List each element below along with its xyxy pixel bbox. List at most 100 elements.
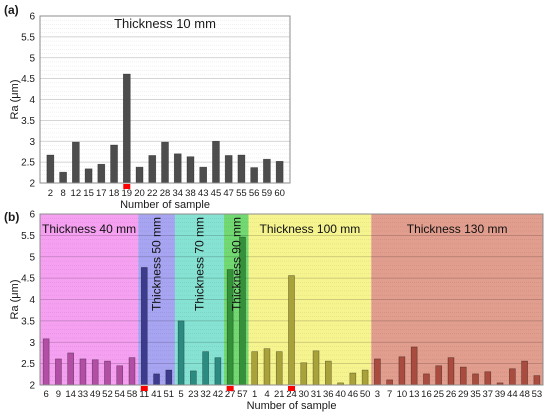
bar-sample-22 bbox=[148, 155, 157, 184]
bar-sample-47 bbox=[224, 155, 233, 184]
bar-sample-34 bbox=[173, 153, 182, 184]
bar-sample-32 bbox=[202, 351, 209, 386]
bar-sample-54 bbox=[116, 365, 124, 386]
bar-sample-33 bbox=[79, 358, 87, 386]
x-tick-label: 22 bbox=[147, 188, 158, 199]
bar-sample-7 bbox=[386, 379, 393, 386]
y-tick-label: 5.5 bbox=[21, 231, 35, 242]
bar-sample-53 bbox=[533, 375, 541, 386]
x-tick-label: 27 bbox=[225, 389, 236, 400]
bar-sample-51 bbox=[165, 369, 173, 386]
x-tick-label: 55 bbox=[236, 188, 247, 199]
y-tick-label: 5.5 bbox=[21, 32, 35, 43]
y-tick-label: 6 bbox=[29, 12, 35, 23]
bar-sample-12 bbox=[72, 141, 80, 184]
y-tick-label: 5 bbox=[29, 53, 35, 64]
panel-a: 2 8 12 15 17 18 19 20 22 28 34 38 43 45 47 55 56 59 6022.5… bbox=[4, 3, 291, 211]
x-axis-title: Number of sample bbox=[247, 400, 337, 412]
x-tick-label: 14 bbox=[65, 389, 76, 400]
x-tick-label: 15 bbox=[83, 188, 94, 199]
thickness-label: Thickness 50 mm bbox=[150, 217, 164, 311]
x-tick-label: 48 bbox=[519, 389, 530, 400]
bar-sample-35 bbox=[472, 373, 479, 386]
bar-sample-30 bbox=[300, 362, 308, 386]
x-axis-title: Number of sample bbox=[120, 199, 210, 211]
bar-sample-9 bbox=[55, 358, 62, 386]
bar-sample-19 bbox=[122, 73, 131, 184]
x-tick-label: 32 bbox=[200, 389, 211, 400]
bar-sample-43 bbox=[199, 166, 208, 184]
bar-sample-37 bbox=[484, 371, 492, 386]
bar-sample-24 bbox=[288, 275, 295, 386]
x-tick-label: 35 bbox=[470, 389, 481, 400]
bar-sample-56 bbox=[250, 167, 258, 184]
x-tick-label: 10 bbox=[397, 389, 408, 400]
bar-sample-16 bbox=[423, 373, 430, 386]
y-axis-title: Ra (μm) bbox=[9, 280, 21, 320]
x-tick-label: 58 bbox=[127, 389, 138, 400]
bar-sample-21 bbox=[275, 351, 283, 386]
bar-sample-58 bbox=[128, 357, 136, 386]
x-tick-label: 33 bbox=[78, 389, 89, 400]
bar-sample-18 bbox=[110, 144, 118, 184]
x-tick-label: 25 bbox=[433, 389, 444, 400]
bar-sample-26 bbox=[447, 357, 455, 386]
x-tick-label: 28 bbox=[160, 188, 171, 199]
x-tick-label: 30 bbox=[298, 389, 309, 400]
x-tick-label: 6 bbox=[43, 389, 48, 400]
panel-label: (b) bbox=[4, 210, 19, 224]
panel-b: 6 9 14 33 49 52 54 58 11 41 51 5 23 32 42 27 57 1 4 21 24 30 3… bbox=[4, 210, 544, 412]
y-tick-label: 3.5 bbox=[21, 116, 35, 127]
x-tick-label: 16 bbox=[421, 389, 432, 400]
y-tick-label: 4 bbox=[29, 295, 35, 306]
y-tick-label: 4.5 bbox=[21, 274, 35, 285]
y-tick-label: 2.5 bbox=[21, 158, 35, 169]
y-tick-label: 2 bbox=[29, 381, 35, 392]
bar-sample-48 bbox=[521, 360, 528, 386]
x-tick-label: 21 bbox=[274, 389, 285, 400]
bar-sample-14 bbox=[67, 352, 74, 386]
x-tick-label: 40 bbox=[335, 389, 346, 400]
bar-sample-36 bbox=[325, 360, 332, 386]
y-tick-label: 4 bbox=[29, 95, 35, 106]
bar-sample-1 bbox=[251, 351, 258, 386]
thickness-band bbox=[371, 214, 543, 385]
bar-sample-52 bbox=[104, 360, 111, 386]
bar-sample-3 bbox=[374, 358, 381, 386]
x-tick-label: 31 bbox=[311, 389, 322, 400]
x-tick-label: 51 bbox=[164, 389, 175, 400]
y-tick-label: 3.5 bbox=[21, 316, 35, 327]
bar-sample-44 bbox=[509, 368, 516, 386]
highlight-marker bbox=[288, 386, 295, 391]
x-tick-label: 59 bbox=[262, 188, 273, 199]
x-tick-label: 53 bbox=[532, 389, 543, 400]
bar-sample-23 bbox=[190, 370, 197, 386]
x-tick-label: 54 bbox=[114, 389, 125, 400]
thickness-label: Thickness 100 mm bbox=[260, 222, 361, 236]
x-tick-label: 36 bbox=[323, 389, 334, 400]
x-tick-label: 3 bbox=[375, 389, 380, 400]
y-axis-title: Ra (μm) bbox=[9, 80, 21, 120]
plot-frame bbox=[39, 213, 544, 386]
x-tick-label: 24 bbox=[286, 389, 297, 400]
highlight-marker bbox=[226, 386, 234, 391]
bar-sample-6 bbox=[42, 338, 50, 386]
chart-title: Thickness 10 mm bbox=[114, 16, 216, 31]
bar-sample-60 bbox=[275, 160, 284, 184]
x-tick-label: 7 bbox=[387, 389, 392, 400]
y-tick-label: 5 bbox=[29, 252, 35, 263]
bar-sample-11 bbox=[140, 267, 148, 386]
bar-sample-28 bbox=[161, 141, 169, 184]
x-tick-label: 41 bbox=[151, 389, 162, 400]
x-tick-label: 42 bbox=[213, 389, 224, 400]
x-tick-label: 39 bbox=[495, 389, 506, 400]
bar-sample-25 bbox=[435, 365, 443, 386]
bar-sample-31 bbox=[312, 350, 320, 386]
x-tick-label: 43 bbox=[198, 188, 209, 199]
bar-sample-2 bbox=[46, 154, 55, 184]
bar-sample-59 bbox=[263, 158, 271, 184]
x-tick-label: 37 bbox=[483, 389, 494, 400]
x-tick-label: 26 bbox=[446, 389, 457, 400]
x-tick-label: 38 bbox=[185, 188, 196, 199]
